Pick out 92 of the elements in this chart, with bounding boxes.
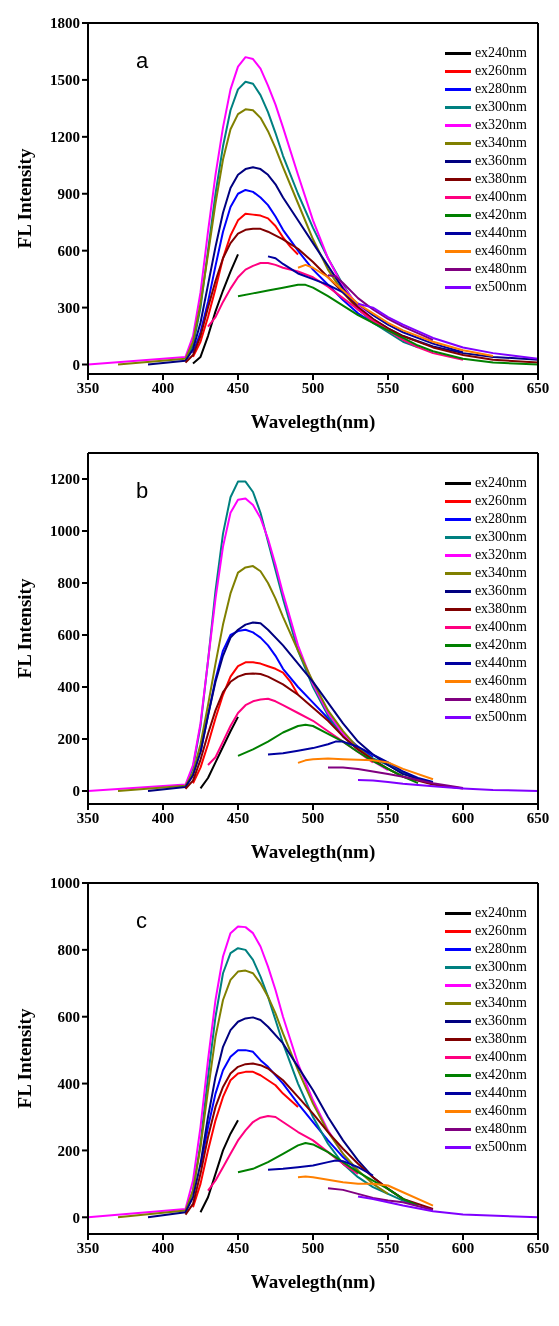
y-axis-title: FL Intensity [13, 148, 35, 249]
legend-label: ex280nm [474, 80, 527, 98]
legend-label: ex500nm [474, 278, 527, 296]
y-tick-label: 900 [57, 186, 80, 203]
legend-label: ex440nm [474, 224, 527, 242]
y-tick-label: 200 [57, 1142, 80, 1159]
legend-label: ex420nm [474, 636, 527, 654]
x-tick-label: 550 [376, 809, 400, 826]
x-tick-label: 550 [376, 1239, 400, 1256]
x-tick-label: 600 [451, 1239, 475, 1256]
legend-label: ex380nm [474, 1030, 527, 1048]
legend-label: ex280nm [474, 940, 527, 958]
legend-label: ex480nm [474, 690, 527, 708]
y-tick-label: 600 [57, 1009, 80, 1026]
y-axis-title: FL Intensity [13, 1008, 35, 1109]
annotation: a [136, 48, 149, 74]
x-tick-label: 600 [451, 379, 475, 396]
legend-label: ex440nm [474, 1084, 527, 1102]
legend-label: ex320nm [474, 116, 527, 134]
legend-label: ex320nm [474, 546, 527, 564]
y-tick-label: 0 [72, 783, 80, 800]
legend-label: ex400nm [474, 618, 527, 636]
legend-label: ex240nm [474, 474, 527, 492]
legend-label: ex400nm [474, 1048, 527, 1066]
legend-label: ex300nm [474, 98, 527, 116]
x-tick-label: 450 [226, 379, 250, 396]
y-tick-label: 300 [57, 299, 80, 316]
y-tick-label: 0 [72, 356, 80, 373]
y-tick-label: 1000 [50, 875, 80, 892]
y-tick-label: 400 [57, 1075, 80, 1092]
legend-label: ex480nm [474, 260, 527, 278]
x-tick-label: 600 [451, 809, 475, 826]
legend-label: ex340nm [474, 134, 527, 152]
y-tick-label: 1200 [50, 129, 80, 146]
legend-label: ex400nm [474, 188, 527, 206]
x-tick-label: 650 [526, 379, 550, 396]
y-tick-label: 800 [57, 942, 80, 959]
y-tick-label: 600 [57, 243, 80, 259]
x-tick-label: 650 [526, 1239, 550, 1256]
x-axis-title: Wavelegth(nm) [250, 1271, 376, 1293]
legend-label: ex360nm [474, 1012, 527, 1030]
x-tick-label: 550 [376, 379, 400, 396]
x-tick-label: 650 [526, 809, 550, 826]
legend-label: ex460nm [474, 672, 527, 690]
y-axis-title: FL Intensity [13, 578, 35, 679]
y-tick-label: 1200 [50, 471, 80, 488]
legend-label: ex500nm [474, 1138, 527, 1156]
legend-label: ex360nm [474, 152, 527, 170]
annotation: b [136, 478, 149, 504]
annotation: c [136, 908, 147, 934]
x-axis-title: Wavelegth(nm) [250, 841, 376, 863]
legend-label: ex260nm [474, 62, 527, 80]
x-tick-label: 450 [226, 809, 250, 826]
legend-label: ex240nm [474, 44, 527, 62]
x-tick-label: 450 [226, 1239, 250, 1256]
x-tick-label: 400 [151, 1239, 175, 1256]
legend-label: ex360nm [474, 582, 527, 600]
y-tick-label: 400 [57, 679, 80, 696]
legend-label: ex460nm [474, 242, 527, 260]
y-tick-label: 600 [57, 627, 80, 644]
legend-label: ex280nm [474, 510, 527, 528]
legend-label: ex300nm [474, 958, 527, 976]
x-tick-label: 400 [151, 379, 175, 396]
legend-label: ex500nm [474, 708, 527, 726]
y-tick-label: 200 [57, 731, 80, 748]
legend-label: ex380nm [474, 170, 527, 188]
x-tick-label: 400 [151, 809, 175, 826]
x-tick-label: 500 [301, 379, 325, 396]
legend-label: ex480nm [474, 1120, 527, 1138]
x-tick-label: 350 [76, 809, 100, 826]
legend-label: ex340nm [474, 564, 527, 582]
y-tick-label: 1000 [50, 523, 80, 540]
y-tick-label: 1800 [50, 15, 80, 32]
legend-label: ex420nm [474, 1066, 527, 1084]
y-tick-label: 800 [57, 575, 80, 592]
legend-label: ex240nm [474, 904, 527, 922]
x-tick-label: 500 [301, 1239, 325, 1256]
legend-label: ex420nm [474, 206, 527, 224]
legend-label: ex340nm [474, 994, 527, 1012]
x-axis-title: Wavelegth(nm) [250, 411, 376, 433]
legend-label: ex260nm [474, 492, 527, 510]
x-tick-label: 500 [301, 809, 325, 826]
x-tick-label: 350 [76, 1239, 100, 1256]
x-tick-label: 350 [76, 379, 100, 396]
legend-label: ex440nm [474, 654, 527, 672]
legend-label: ex300nm [474, 528, 527, 546]
y-tick-label: 1500 [50, 72, 80, 89]
legend-label: ex260nm [474, 922, 527, 940]
legend-label: ex380nm [474, 600, 527, 618]
y-tick-label: 0 [72, 1209, 80, 1226]
legend-label: ex460nm [474, 1102, 527, 1120]
legend-label: ex320nm [474, 976, 527, 994]
